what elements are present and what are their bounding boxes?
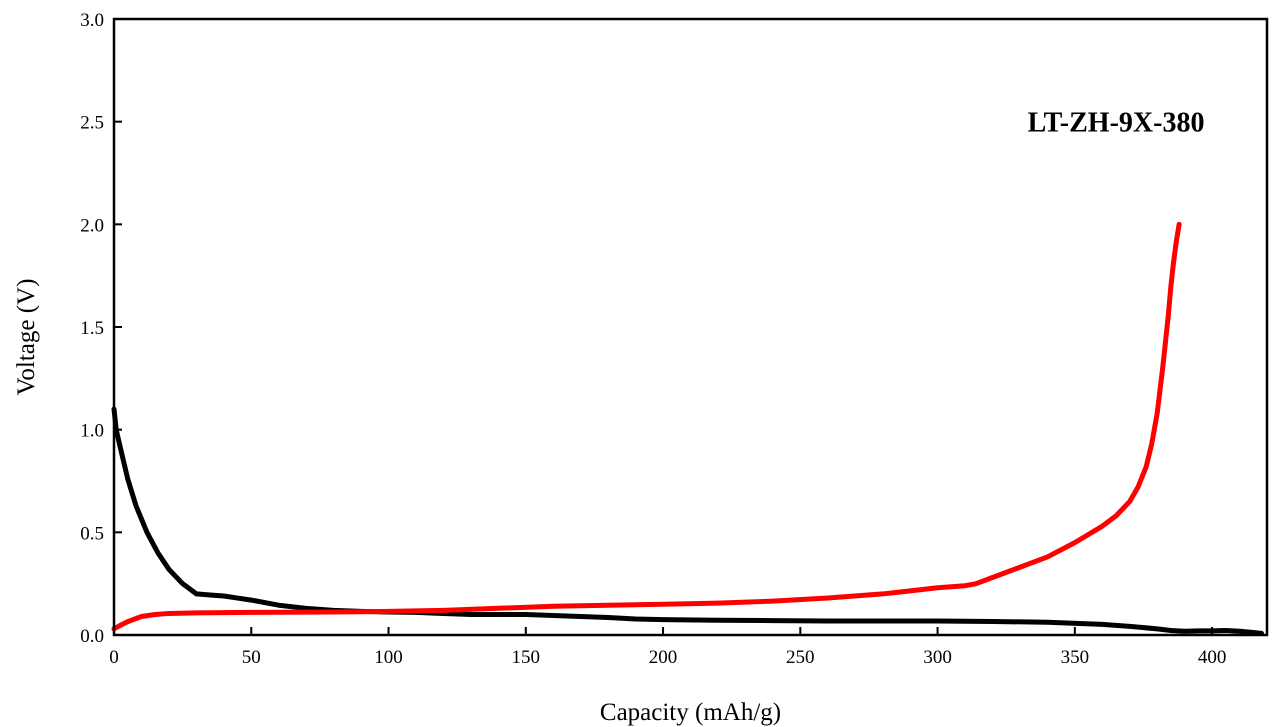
x-axis-title: Capacity (mAh/g) — [600, 699, 781, 726]
y-axis-title: Voltage (V) — [13, 279, 40, 396]
x-tick-label: 50 — [242, 647, 261, 668]
x-tick-label: 200 — [649, 647, 678, 668]
y-tick-label: 1.0 — [80, 421, 104, 442]
black-curve — [111, 406, 1265, 636]
x-tick-label: 0 — [109, 647, 119, 668]
y-tick-label: 3.0 — [80, 10, 104, 31]
red-curve — [111, 221, 1182, 632]
y-tick-label: 1.5 — [80, 318, 104, 339]
chart-annotation: LT-ZH-9X-380 — [1028, 108, 1205, 139]
y-tick-label: 0.0 — [80, 626, 104, 647]
y-axis: 0.0 0.5 1.0 1.5 2.0 2.5 3.0 — [80, 10, 122, 647]
x-tick-label: 300 — [923, 647, 952, 668]
y-tick-label: 2.0 — [80, 215, 104, 236]
y-tick-label: 0.5 — [80, 523, 104, 544]
curves-layer — [111, 221, 1265, 636]
x-tick-label: 250 — [786, 647, 815, 668]
x-axis: 0 50 100 150 200 250 300 350 400 — [109, 627, 1226, 668]
x-tick-label: 150 — [512, 647, 541, 668]
x-tick-label: 350 — [1061, 647, 1090, 668]
x-tick-label: 400 — [1198, 647, 1227, 668]
y-tick-label: 2.5 — [80, 113, 104, 134]
x-tick-label: 100 — [374, 647, 403, 668]
